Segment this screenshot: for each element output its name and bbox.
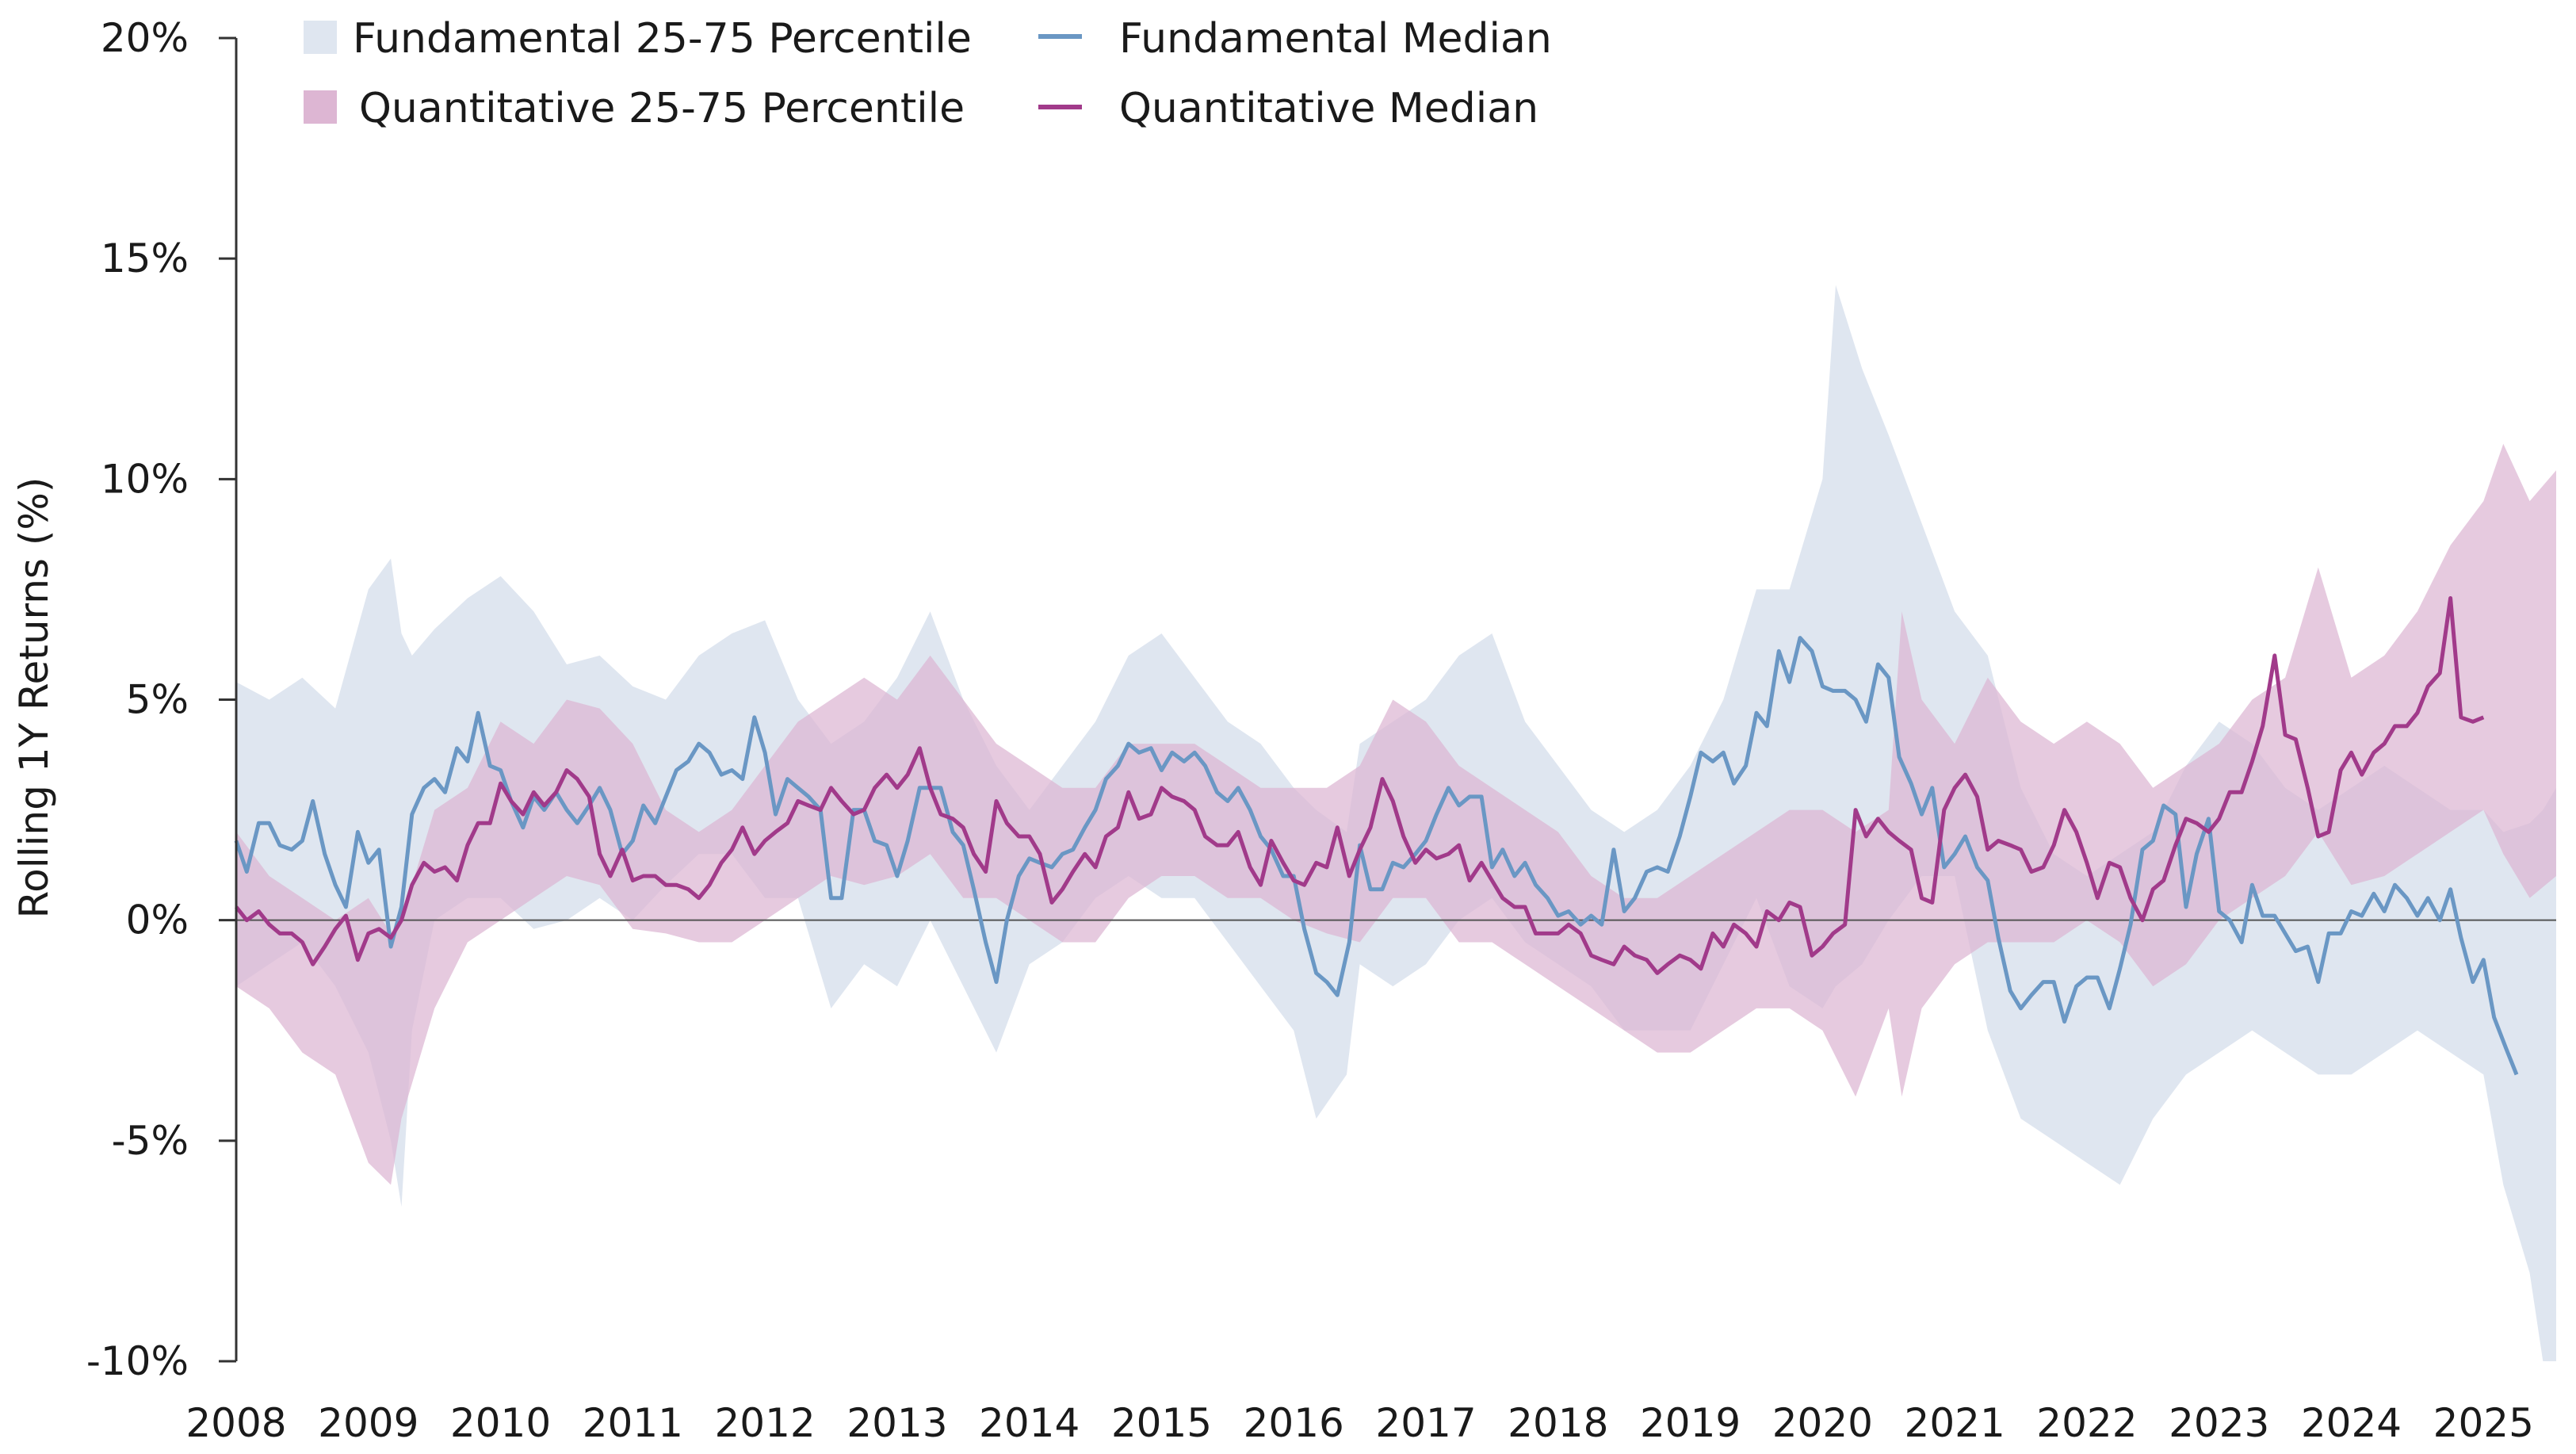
x-tick-label: 2008 bbox=[185, 1400, 286, 1446]
y-tick-label: 20% bbox=[101, 15, 189, 61]
legend-label-fundamental-band: Fundamental 25-75 Percentile bbox=[353, 15, 972, 63]
y-tick-label: 15% bbox=[101, 235, 189, 281]
line-quantitative-median bbox=[235, 596, 2485, 975]
line-fundamental-median bbox=[234, 636, 2519, 1076]
x-tick-label: 2019 bbox=[1640, 1400, 1741, 1446]
x-tick-label: 2021 bbox=[1905, 1400, 2005, 1446]
x-tick-label: 2017 bbox=[1375, 1400, 1476, 1446]
legend-label-fundamental-median: Fundamental Median bbox=[1119, 15, 1552, 63]
y-tick-label: 5% bbox=[126, 677, 189, 723]
x-tick-label: 2023 bbox=[2169, 1400, 2269, 1446]
x-tick-label: 2009 bbox=[318, 1400, 419, 1446]
median-lines bbox=[234, 596, 2519, 1076]
y-axis-title: Rolling 1Y Returns (%) bbox=[11, 477, 57, 919]
legend-label-quantitative-band: Quantitative 25-75 Percentile bbox=[359, 85, 965, 132]
x-tick-label: 2013 bbox=[847, 1400, 947, 1446]
x-tick-label: 2012 bbox=[714, 1400, 815, 1446]
x-tick-label: 2018 bbox=[1508, 1400, 1608, 1446]
y-tick-label: 10% bbox=[101, 456, 189, 502]
x-tick-label: 2016 bbox=[1244, 1400, 1344, 1446]
y-ticks: 20% 15% 10% 5% 0% -5% -10% bbox=[86, 15, 236, 1384]
legend-swatch-quantitative-band bbox=[304, 90, 337, 124]
legend: Fundamental 25-75 Percentile Fundamental… bbox=[304, 15, 1552, 132]
y-tick-label: 0% bbox=[126, 897, 189, 943]
legend-swatch-fundamental-band bbox=[304, 21, 337, 54]
x-tick-label: 2024 bbox=[2301, 1400, 2402, 1446]
x-tick-label: 2010 bbox=[450, 1400, 551, 1446]
x-tick-label: 2020 bbox=[1772, 1400, 1873, 1446]
x-tick-label: 2025 bbox=[2433, 1400, 2534, 1446]
x-tick-label: 2011 bbox=[583, 1400, 683, 1446]
x-tick-label: 2015 bbox=[1111, 1400, 1212, 1446]
y-tick-label: -10% bbox=[86, 1338, 189, 1384]
x-ticks: 2008 2009 2010 2011 2012 2013 2014 2015 2016 2017… bbox=[185, 1400, 2534, 1446]
legend-label-quantitative-median: Quantitative Median bbox=[1119, 85, 1538, 132]
y-tick-label: -5% bbox=[112, 1118, 189, 1164]
x-tick-label: 2014 bbox=[979, 1400, 1080, 1446]
x-tick-label: 2022 bbox=[2036, 1400, 2137, 1446]
